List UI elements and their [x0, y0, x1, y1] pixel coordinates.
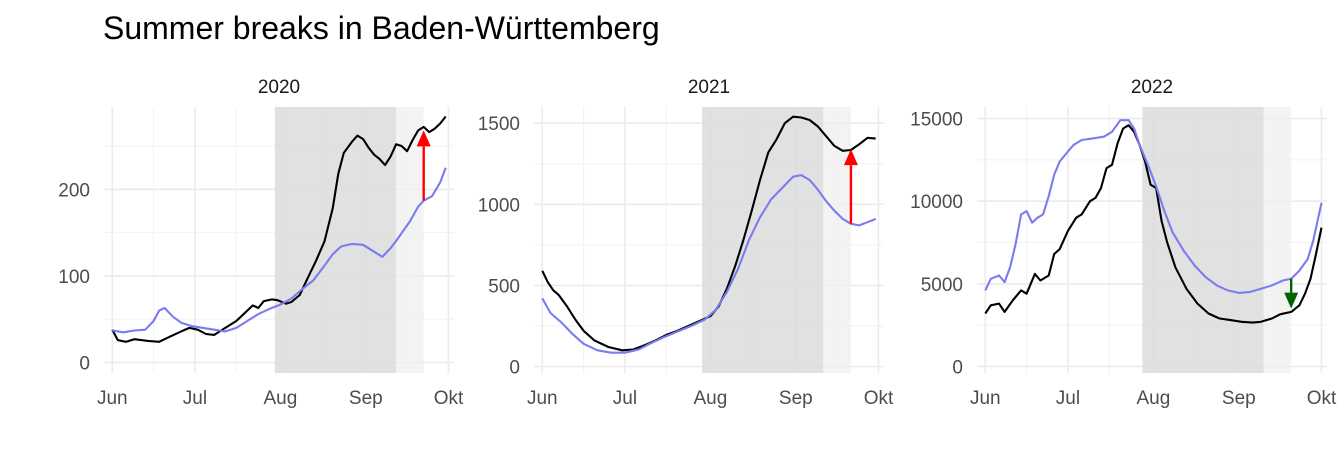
y-tick-label: 5000 — [921, 275, 963, 296]
x-tick-label: Aug — [263, 388, 297, 409]
x-tick-label: Sep — [1222, 388, 1256, 409]
x-tick-label: Jun — [970, 388, 1001, 409]
x-tick-label: Jul — [613, 388, 637, 409]
shaded-after-break — [1263, 107, 1292, 373]
x-tick-label: Jul — [1056, 388, 1080, 409]
series-line-black_series — [111, 115, 447, 343]
y-tick-label: 1500 — [478, 114, 520, 135]
y-tick-label: 200 — [58, 180, 90, 201]
x-tick-label: Okt — [434, 388, 464, 409]
y-tick-label: 10000 — [910, 192, 963, 213]
panel-title: 2020 — [258, 77, 300, 98]
series-line-blue_series — [984, 119, 1323, 294]
x-tick-label: Okt — [1307, 388, 1337, 409]
y-tick-label: 0 — [509, 358, 520, 379]
series-line-blue_series — [112, 167, 447, 334]
change-arrow-head — [416, 130, 431, 147]
panel-2020: Jun Jul Aug Sep Okt 0 100 200 2020 — [58, 77, 464, 409]
panel-title: 2022 — [1131, 77, 1173, 98]
shaded-break — [1142, 107, 1264, 373]
chart-title: Summer breaks in Baden-Württemberg — [103, 10, 660, 46]
change-arrow-head — [843, 149, 858, 166]
y-tick-label: 15000 — [910, 110, 963, 131]
shaded-after-break — [396, 107, 424, 373]
x-tick-label: Sep — [779, 388, 813, 409]
y-tick-label: 0 — [952, 357, 963, 378]
x-tick-label: Okt — [864, 388, 894, 409]
x-tick-label: Aug — [1136, 388, 1170, 409]
change-arrow-head — [1284, 292, 1299, 309]
y-tick-label: 500 — [488, 276, 520, 297]
y-tick-label: 100 — [58, 267, 90, 288]
y-tick-label: 0 — [79, 354, 90, 375]
panel-title: 2021 — [688, 77, 730, 98]
panel-2022: Jun Jul Aug Sep Okt 0 5000 10000 15000 2022 — [910, 77, 1337, 409]
shaded-break — [274, 107, 397, 373]
x-tick-label: Jun — [527, 388, 558, 409]
panel-2021: Jun Jul Aug Sep Okt 0 500 1000 1500 2021 — [478, 77, 894, 409]
x-tick-label: Aug — [693, 388, 727, 409]
shaded-break — [702, 107, 824, 373]
x-tick-label: Jun — [97, 388, 128, 409]
x-tick-label: Sep — [349, 388, 383, 409]
y-tick-label: 1000 — [478, 195, 520, 216]
x-tick-label: Jul — [183, 388, 207, 409]
series-line-blue_series — [541, 174, 877, 354]
